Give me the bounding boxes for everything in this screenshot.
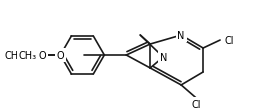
Text: N: N [178,31,185,41]
Text: CH₃: CH₃ [4,51,22,60]
Text: O: O [39,51,46,60]
Text: Cl: Cl [191,99,201,109]
Text: Cl: Cl [224,36,234,46]
Text: O: O [57,51,64,60]
Text: CH₃: CH₃ [18,51,37,60]
Text: N: N [160,53,167,62]
